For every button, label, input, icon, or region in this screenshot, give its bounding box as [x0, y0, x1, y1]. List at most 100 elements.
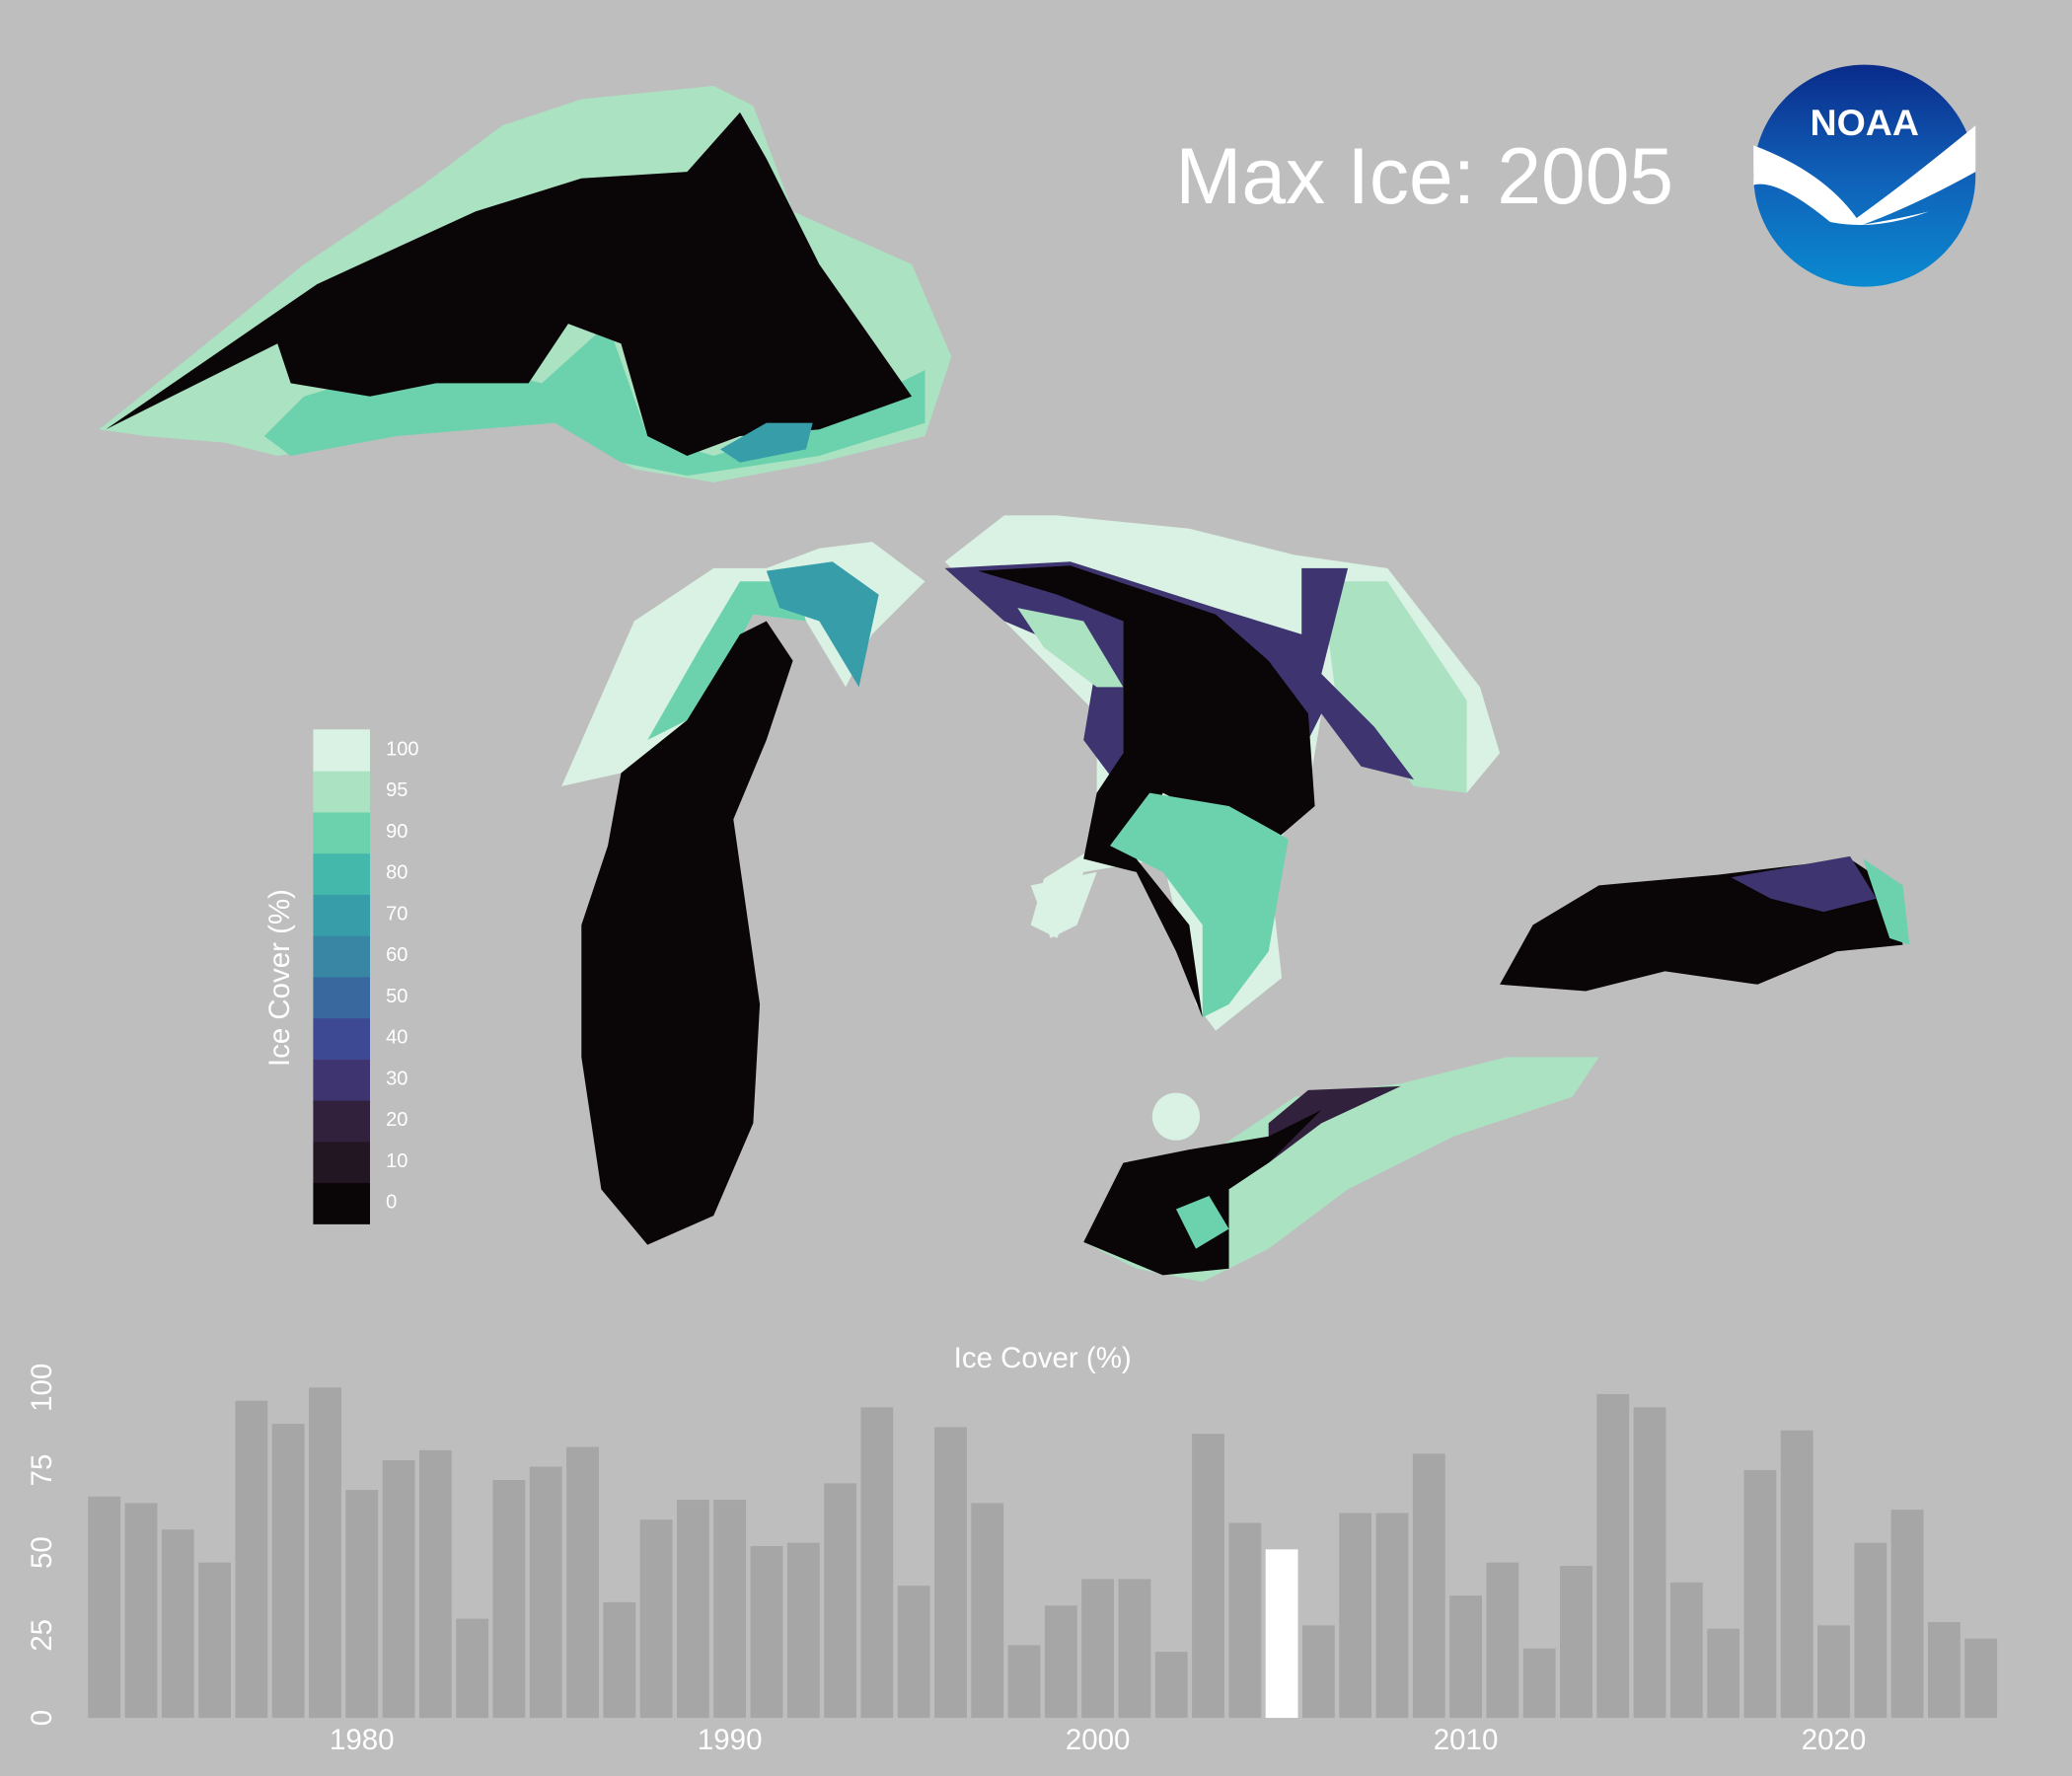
- lake-michigan-ice: [766, 561, 879, 688]
- bar: [1265, 1549, 1298, 1719]
- bar: [676, 1500, 709, 1719]
- bar: [1044, 1605, 1077, 1719]
- bar: [1154, 1652, 1188, 1719]
- bar: [1081, 1579, 1115, 1719]
- bar: [492, 1480, 526, 1719]
- lake-huron-ice: [1110, 792, 1289, 1018]
- colorbar-swatch: [313, 729, 370, 772]
- colorbar-label: 70: [386, 903, 407, 925]
- colorbar-title: Ice Cover (%): [263, 889, 296, 1067]
- x-tick-label: 2020: [1802, 1724, 1867, 1756]
- colorbar-swatch: [313, 1141, 370, 1184]
- bar: [824, 1483, 856, 1719]
- bar: [1669, 1582, 1703, 1719]
- lake-ontario-ice: [1863, 858, 1910, 945]
- bar: [1339, 1513, 1372, 1719]
- bar: [235, 1400, 268, 1719]
- bar: [1118, 1579, 1151, 1719]
- bar: [1449, 1595, 1482, 1719]
- bar: [456, 1618, 489, 1719]
- logo-text: NOAA: [1811, 102, 1919, 143]
- bar: [1192, 1434, 1224, 1719]
- bar: [1890, 1510, 1924, 1719]
- lake-superior-open: [106, 111, 913, 457]
- bar: [934, 1427, 967, 1719]
- colorbar-label: 95: [386, 779, 407, 801]
- bar: [88, 1496, 121, 1719]
- bar: [1964, 1638, 1998, 1719]
- colorbar-swatch: [313, 894, 370, 936]
- colorbar-label: 100: [386, 738, 419, 760]
- bar: [897, 1586, 930, 1719]
- x-tick-label: 1980: [330, 1724, 395, 1756]
- bar: [124, 1503, 158, 1719]
- bar: [786, 1542, 820, 1719]
- bar: [971, 1503, 1004, 1719]
- bar: [1375, 1513, 1409, 1719]
- colorbar-swatch: [313, 1059, 370, 1101]
- colorbar-swatch: [313, 1182, 370, 1224]
- map: [99, 86, 1910, 1283]
- bar: [1817, 1625, 1850, 1719]
- bar: [1743, 1469, 1777, 1719]
- lake-michigan-open: [581, 621, 793, 1245]
- colorbar-label: 90: [386, 821, 407, 843]
- logo-circle: [1753, 64, 1976, 287]
- y-tick-label: 75: [26, 1454, 58, 1487]
- bar: [382, 1459, 415, 1719]
- colorbar-label: 60: [386, 944, 407, 966]
- bar: [1854, 1542, 1887, 1719]
- x-tick-label: 2010: [1434, 1724, 1499, 1756]
- colorbar-label: 20: [386, 1109, 407, 1131]
- lake-ontario-ice: [1731, 855, 1877, 913]
- colorbar-swatch: [313, 976, 370, 1019]
- bar: [529, 1466, 562, 1719]
- bar: [860, 1407, 894, 1719]
- colorbar-label: 40: [386, 1027, 407, 1049]
- lake-st-clair: [1151, 1092, 1201, 1141]
- colorbar-label: 50: [386, 986, 407, 1007]
- axis-title: Ice Cover (%): [954, 1342, 1132, 1374]
- y-tick-label: 100: [26, 1364, 58, 1412]
- bar: [713, 1500, 747, 1719]
- y-tick-label: 50: [26, 1536, 58, 1569]
- x-tick-label: 2000: [1066, 1724, 1131, 1756]
- lake-erie-ice: [1175, 1196, 1229, 1249]
- colorbar-label: 0: [386, 1192, 397, 1214]
- bar: [1927, 1621, 1961, 1719]
- bar: [345, 1490, 379, 1719]
- bar: [1633, 1407, 1666, 1719]
- bar: [1707, 1628, 1740, 1719]
- bar: [566, 1446, 599, 1719]
- colorbar-swatch: [313, 771, 370, 813]
- colorbar-swatch: [313, 934, 370, 978]
- lake-huron-ice: [1321, 581, 1467, 793]
- bar: [309, 1387, 341, 1719]
- colorbar-label: 30: [386, 1068, 407, 1089]
- y-tick-label: 25: [26, 1619, 58, 1652]
- colorbar-label: 80: [386, 862, 407, 884]
- bar: [1780, 1430, 1813, 1719]
- noaa-logo: NOAA: [1753, 64, 1976, 287]
- bar: [603, 1601, 636, 1719]
- colorbar-swatch: [313, 852, 370, 895]
- bar: [418, 1449, 452, 1719]
- bar: [1007, 1645, 1041, 1719]
- bar: [1412, 1453, 1445, 1719]
- logo-bird: [1753, 125, 1976, 225]
- lake-huron-ice: [1017, 608, 1124, 688]
- bar: [1596, 1393, 1630, 1719]
- lake-superior-ice: [719, 422, 813, 463]
- bar: [1486, 1562, 1519, 1719]
- bar: [750, 1545, 783, 1719]
- bar: [1301, 1625, 1335, 1719]
- bar: [639, 1519, 673, 1719]
- bar: [1522, 1648, 1556, 1719]
- chart-title: Max Ice: 2005: [1175, 132, 1673, 221]
- bar: [161, 1529, 194, 1719]
- lake-erie-ice: [1268, 1085, 1401, 1163]
- y-tick-label: 0: [26, 1710, 58, 1726]
- lake-huron-open: [978, 565, 1315, 1018]
- bar: [1228, 1522, 1262, 1719]
